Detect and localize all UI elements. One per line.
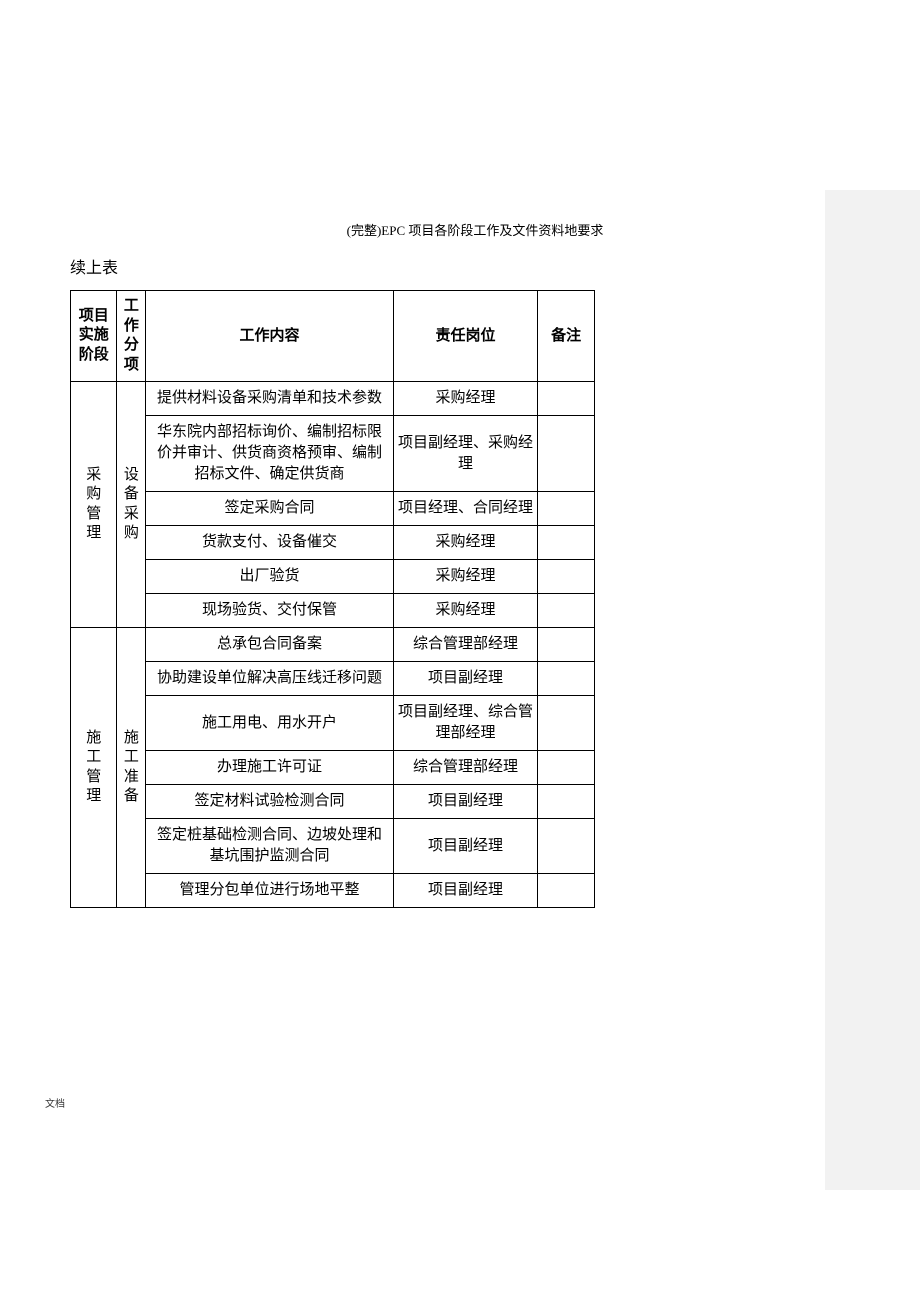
footer-label: 文档: [45, 1095, 65, 1110]
table-row: 现场验货、交付保管 采购经理: [71, 594, 595, 628]
remark-cell: [538, 785, 595, 819]
phase-cell-procurement: 采购管理: [71, 382, 117, 628]
role-cell: 项目副经理: [393, 874, 537, 908]
content-cell: 签定材料试验检测合同: [146, 785, 394, 819]
table-row: 签定桩基础检测合同、边坡处理和基坑围护监测合同 项目副经理: [71, 819, 595, 874]
table-row: 办理施工许可证 综合管理部经理: [71, 751, 595, 785]
col-header-phase: 项目实施阶段: [71, 291, 117, 382]
remark-cell: [538, 628, 595, 662]
page-content: (完整)EPC 项目各阶段工作及文件资料地要求 续上表 项目实施阶段 工作分项 …: [70, 220, 820, 908]
table-row: 货款支付、设备催交 采购经理: [71, 526, 595, 560]
sub-cell-prep: 施工准备: [117, 628, 146, 908]
remark-cell: [538, 416, 595, 492]
table-body: 采购管理 设备采购 提供材料设备采购清单和技术参数 采购经理 华东院内部招标询价…: [71, 382, 595, 908]
content-cell: 提供材料设备采购清单和技术参数: [146, 382, 394, 416]
table-row: 出厂验货 采购经理: [71, 560, 595, 594]
remark-cell: [538, 594, 595, 628]
content-cell: 签定桩基础检测合同、边坡处理和基坑围护监测合同: [146, 819, 394, 874]
remark-cell: [538, 819, 595, 874]
content-cell: 华东院内部招标询价、编制招标限价并审计、供货商资格预审、编制招标文件、确定供货商: [146, 416, 394, 492]
role-cell: 综合管理部经理: [393, 628, 537, 662]
table-row: 签定采购合同 项目经理、合同经理: [71, 492, 595, 526]
content-cell: 出厂验货: [146, 560, 394, 594]
remark-cell: [538, 696, 595, 751]
table-row: 华东院内部招标询价、编制招标限价并审计、供货商资格预审、编制招标文件、确定供货商…: [71, 416, 595, 492]
role-cell: 项目副经理: [393, 785, 537, 819]
table-row: 管理分包单位进行场地平整 项目副经理: [71, 874, 595, 908]
role-cell: 项目副经理: [393, 662, 537, 696]
col-header-remark: 备注: [538, 291, 595, 382]
role-cell: 采购经理: [393, 594, 537, 628]
remark-cell: [538, 874, 595, 908]
sub-cell-equipment: 设备采购: [117, 382, 146, 628]
remark-cell: [538, 560, 595, 594]
table-row: 采购管理 设备采购 提供材料设备采购清单和技术参数 采购经理: [71, 382, 595, 416]
role-cell: 项目经理、合同经理: [393, 492, 537, 526]
document-header: (完整)EPC 项目各阶段工作及文件资料地要求: [130, 220, 820, 239]
role-cell: 项目副经理: [393, 819, 537, 874]
col-header-content: 工作内容: [146, 291, 394, 382]
remark-cell: [538, 662, 595, 696]
col-header-sub: 工作分项: [117, 291, 146, 382]
content-cell: 货款支付、设备催交: [146, 526, 394, 560]
remark-cell: [538, 492, 595, 526]
epc-phases-table: 项目实施阶段 工作分项 工作内容 责任岗位 备注 采购管理: [70, 290, 595, 908]
content-cell: 协助建设单位解决高压线迁移问题: [146, 662, 394, 696]
remark-cell: [538, 382, 595, 416]
content-cell: 管理分包单位进行场地平整: [146, 874, 394, 908]
content-cell: 施工用电、用水开户: [146, 696, 394, 751]
role-cell: 采购经理: [393, 382, 537, 416]
sidebar-gray-area: [825, 190, 920, 1190]
table-header-row: 项目实施阶段 工作分项 工作内容 责任岗位 备注: [71, 291, 595, 382]
role-cell: 采购经理: [393, 526, 537, 560]
phase-header-text: 项目实施阶段: [79, 308, 109, 363]
col-header-role: 责任岗位: [393, 291, 537, 382]
role-cell: 采购经理: [393, 560, 537, 594]
phase-cell-construction: 施工管理: [71, 628, 117, 908]
remark-cell: [538, 751, 595, 785]
table-row: 施工用电、用水开户 项目副经理、综合管理部经理: [71, 696, 595, 751]
role-cell: 项目副经理、综合管理部经理: [393, 696, 537, 751]
content-cell: 现场验货、交付保管: [146, 594, 394, 628]
remark-cell: [538, 526, 595, 560]
continue-table-label: 续上表: [70, 254, 820, 278]
sub-header-text: 工作分项: [124, 298, 139, 373]
content-cell: 总承包合同备案: [146, 628, 394, 662]
table-row: 施工管理 施工准备 总承包合同备案 综合管理部经理: [71, 628, 595, 662]
role-cell: 项目副经理、采购经理: [393, 416, 537, 492]
content-cell: 办理施工许可证: [146, 751, 394, 785]
content-cell: 签定采购合同: [146, 492, 394, 526]
table-row: 签定材料试验检测合同 项目副经理: [71, 785, 595, 819]
role-cell: 综合管理部经理: [393, 751, 537, 785]
table-row: 协助建设单位解决高压线迁移问题 项目副经理: [71, 662, 595, 696]
